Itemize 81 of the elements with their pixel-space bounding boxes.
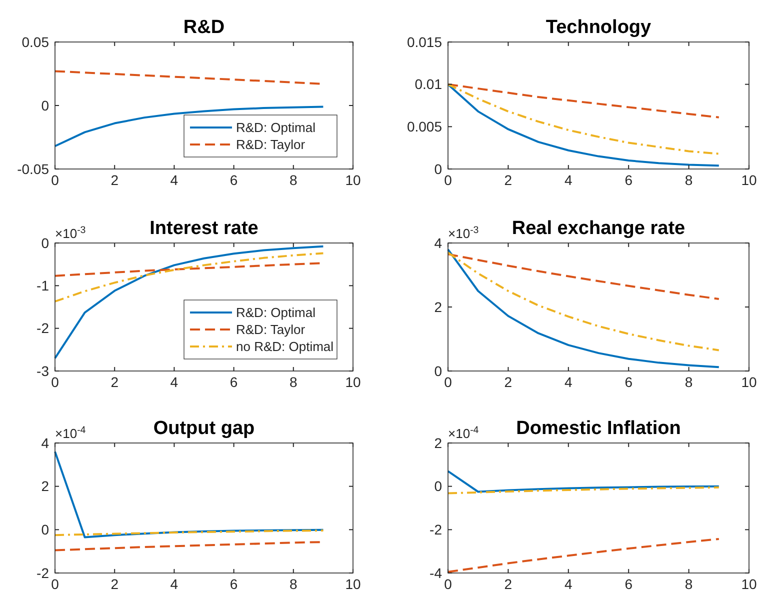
x-tick-label: 0 [51,576,60,592]
y-tick-label: 2 [434,298,442,315]
line-series [447,538,720,573]
x-tick-label: 8 [684,172,693,188]
x-tick-label: 10 [345,576,361,592]
x-tick-label: 0 [444,172,452,188]
text: ×10$^{-4}$ [448,424,480,441]
x-tick-label: 2 [504,172,512,188]
y-tick-label: 0 [434,160,442,177]
y-tick-label: 0 [41,234,50,251]
x-tick-label: 6 [230,374,238,390]
line-series [447,83,720,118]
x-tick-label: 0 [51,172,60,188]
x-tick-label: 8 [290,576,298,592]
x-tick-label: 8 [290,172,298,188]
x-tick-label: 10 [345,374,361,390]
y-tick-label: 0.015 [406,34,442,50]
y-tick-label: -3 [36,362,50,379]
x-tick-label: 0 [444,374,452,390]
x-tick-label: 2 [110,172,119,188]
y-tick-label: 0.005 [406,118,442,135]
y-tick-label: 0 [434,362,442,379]
line-series [447,252,720,352]
x-tick-label: 0 [51,374,60,390]
chart-title: Domestic Inflation [516,418,681,439]
x-tick-label: 6 [230,172,238,188]
line-series [447,248,720,368]
y-tick-label: 2 [434,434,442,451]
y-tick-label: -2 [36,320,50,336]
x-tick-label: 10 [741,576,757,592]
text: ×10$^{-3}$ [55,224,86,241]
y-tick-label: -4 [430,564,442,581]
y-tick-label: 0.01 [414,76,442,92]
y-tick-label: 0 [41,522,50,538]
y-tick-label: -2 [36,564,50,581]
x-tick-label: 4 [170,576,178,592]
x-tick-label: 0 [444,576,452,592]
x-tick-label: 4 [564,374,572,390]
y-tick-label: -2 [430,522,442,538]
x-tick-label: 2 [110,576,119,592]
x-tick-label: 4 [170,374,178,390]
legend-label: R&D: Optimal [236,305,316,320]
x-tick-label: 8 [684,576,693,592]
y-tick-label: 0.05 [22,34,50,50]
legend-label: R&D: Taylor [236,137,306,152]
text: ×10$^{-4}$ [55,424,86,441]
line-series [54,450,324,538]
x-tick-label: 2 [110,374,119,390]
y-tick-label: -1 [36,278,50,294]
legend-label: R&D: Optimal [236,120,316,136]
y-tick-label: -0.05 [17,160,50,177]
x-tick-label: 2 [504,576,512,592]
chart-title: Technology [546,17,652,38]
x-tick-label: 10 [741,172,757,188]
y-tick-label: 4 [434,234,442,251]
x-tick-label: 6 [624,172,633,188]
chart-title: Output gap [153,418,255,439]
x-tick-label: 10 [345,172,361,188]
y-tick-label: 4 [41,434,50,451]
chart-title: Real exchange rate [512,218,686,239]
x-tick-label: 4 [564,172,572,188]
y-tick-label: 2 [41,478,50,494]
x-tick-label: 4 [170,172,178,188]
line-series [54,252,324,302]
y-tick-label: 0 [434,478,442,494]
x-tick-label: 4 [564,576,572,592]
line-series [447,470,720,493]
x-tick-label: 8 [684,374,693,390]
x-tick-label: 2 [504,374,512,390]
x-tick-label: 8 [290,374,298,390]
text: ×10$^{-3}$ [448,224,479,241]
chart-title: R&D [183,17,225,38]
x-tick-label: 6 [624,374,633,390]
line-series [447,253,720,300]
chart-title: Interest rate [150,218,258,239]
y-tick-label: 0 [41,97,50,114]
legend-label: no R&D: Optimal [236,339,334,354]
x-tick-label: 10 [741,374,757,390]
x-tick-label: 6 [230,576,238,592]
x-tick-label: 6 [624,576,633,592]
legend-label: R&D: Taylor [236,322,306,338]
